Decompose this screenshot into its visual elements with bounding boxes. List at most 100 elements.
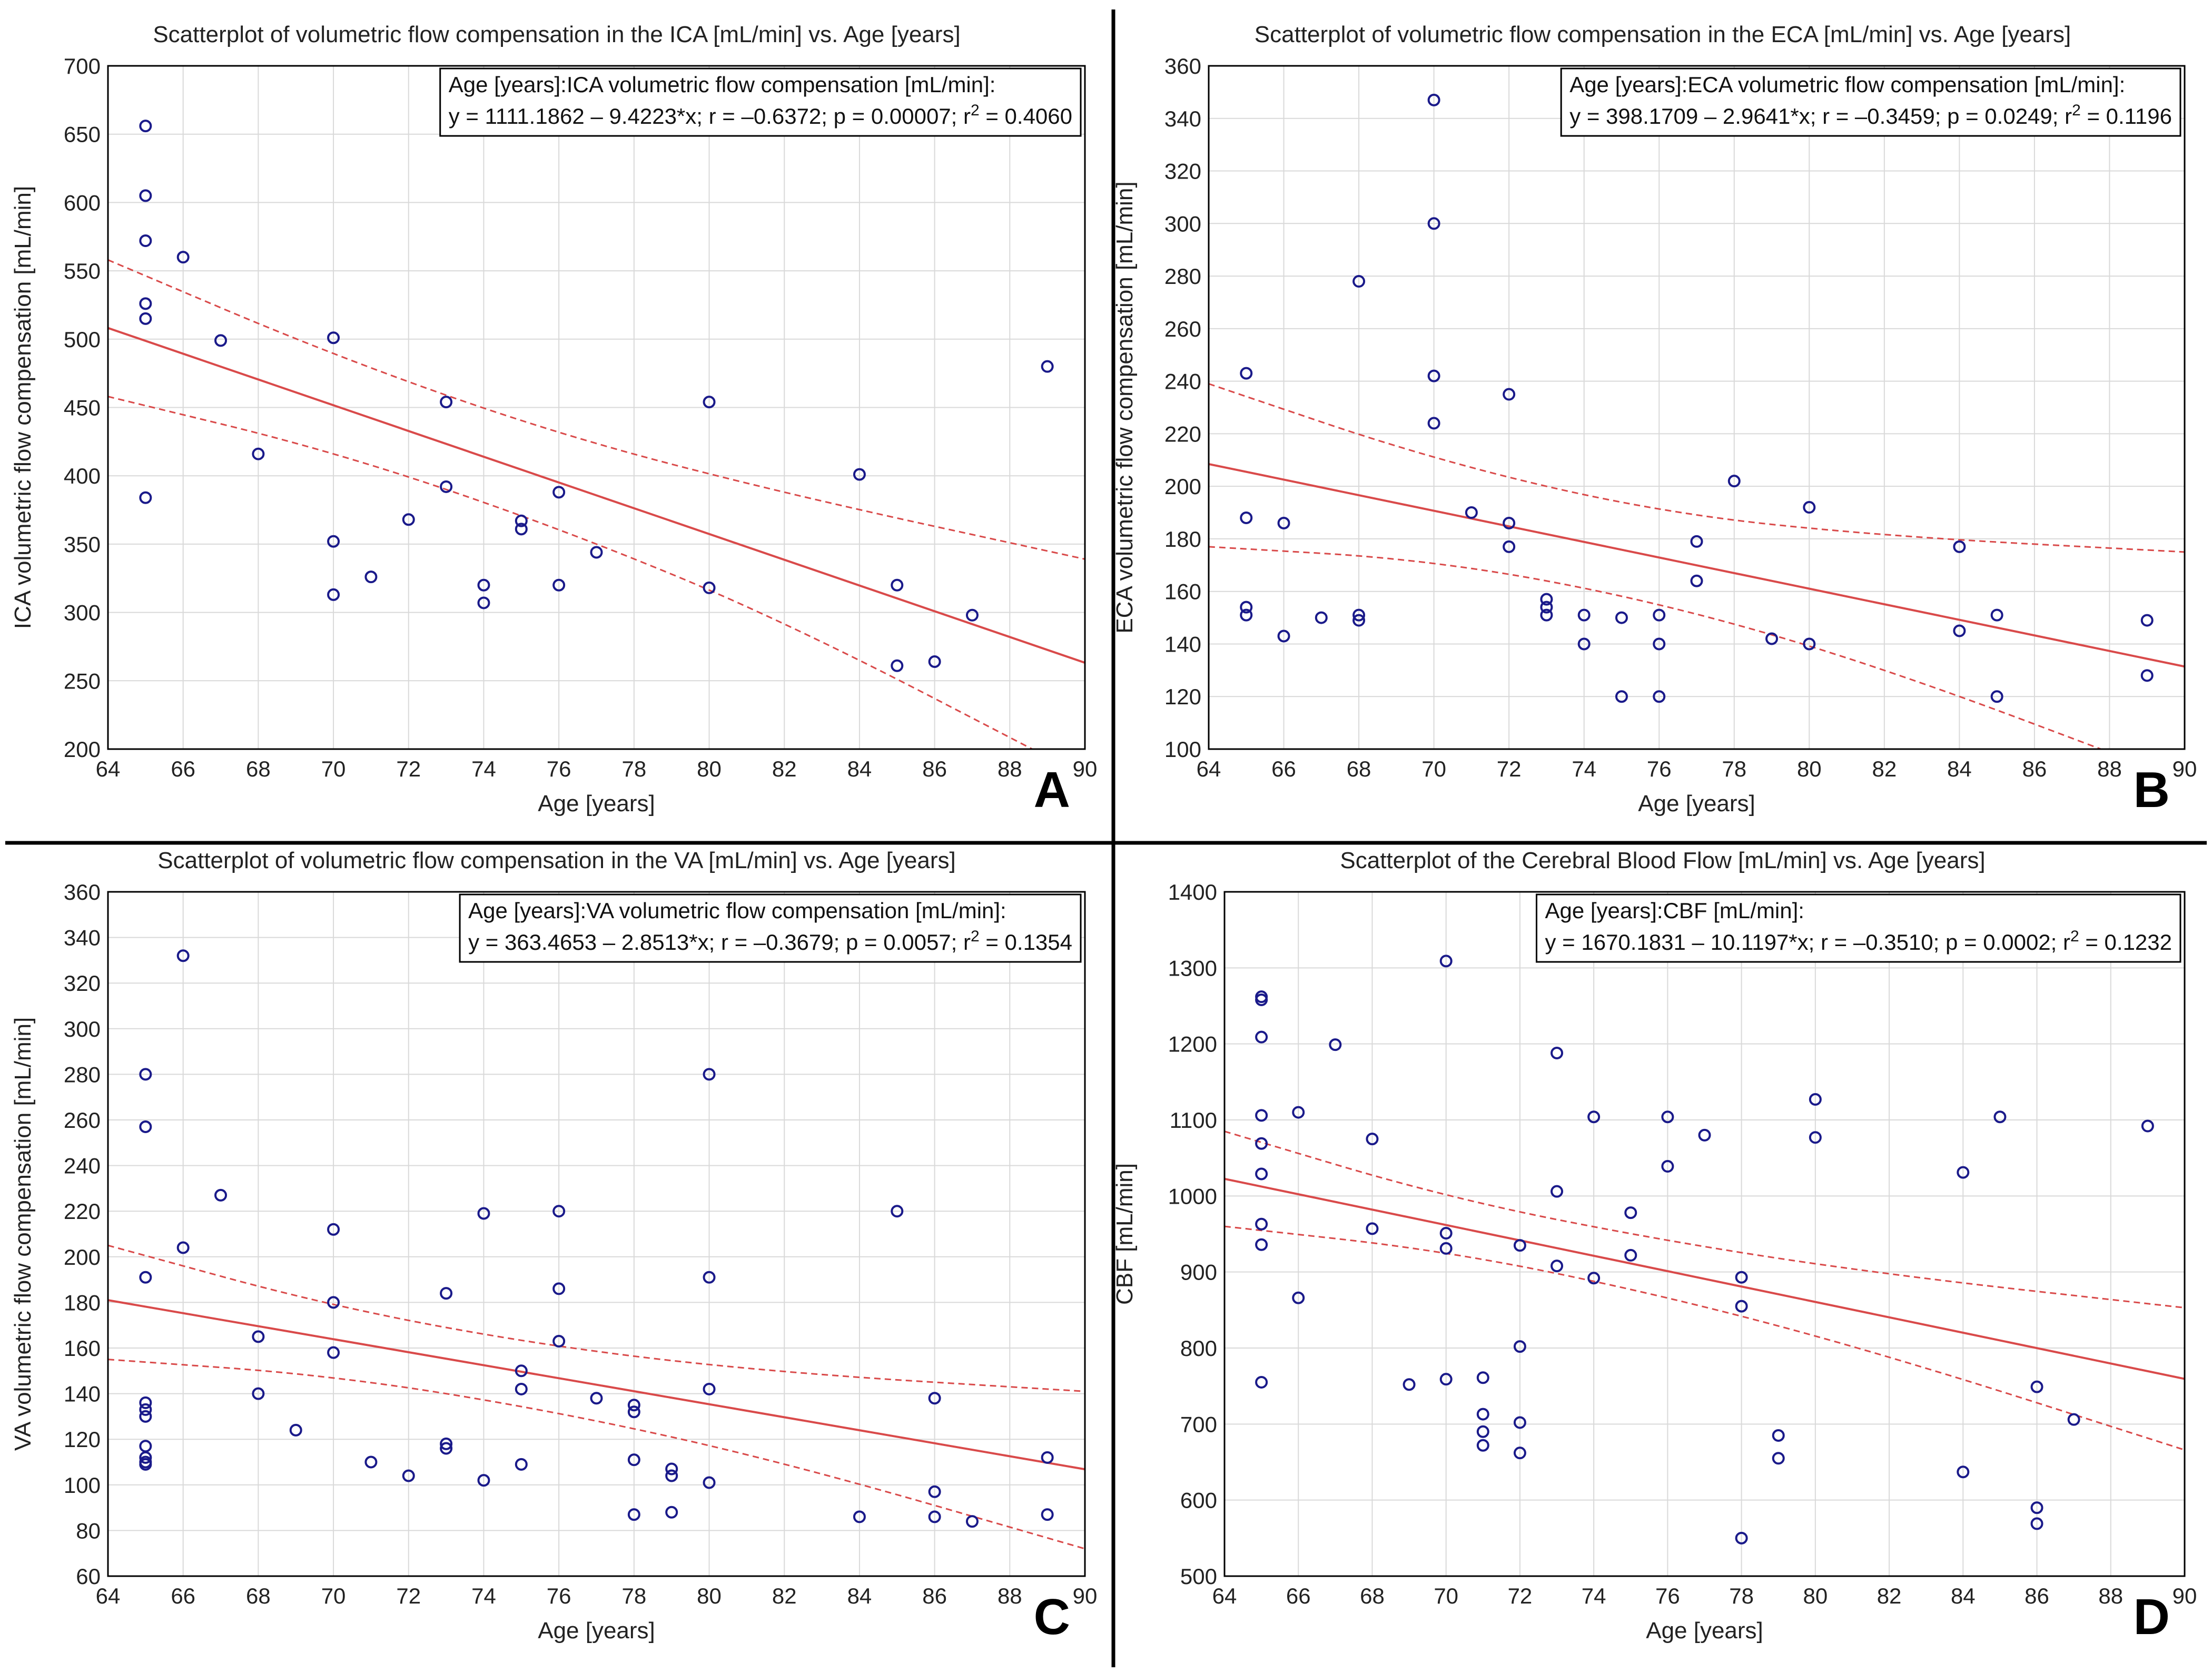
y-tick-label: 140	[64, 1382, 101, 1407]
x-tick-label: 64	[1212, 1584, 1237, 1608]
x-tick-label: 80	[697, 756, 722, 781]
y-tick-label: 200	[64, 737, 101, 762]
data-point	[1513, 1416, 1526, 1429]
data-point	[627, 1508, 640, 1521]
data-point	[1698, 1128, 1711, 1142]
data-point	[1255, 1109, 1268, 1122]
data-point	[1352, 608, 1366, 622]
data-point	[1990, 608, 2003, 622]
y-tick-label: 600	[1180, 1488, 1217, 1513]
x-tick-label: 74	[1582, 1584, 1606, 1608]
data-point	[440, 1442, 453, 1455]
y-tick-label: 120	[1164, 684, 1201, 709]
data-point	[139, 1403, 152, 1416]
annotation-r2-superscript: 2	[971, 928, 980, 945]
data-point	[627, 1453, 640, 1467]
y-tick-label: 180	[1164, 527, 1201, 552]
confidence-band-lower	[1209, 546, 2104, 749]
regression-line	[108, 327, 1085, 664]
x-tick-label: 66	[1271, 756, 1296, 781]
data-point	[2030, 1501, 2043, 1514]
x-tick-label: 70	[321, 756, 346, 781]
data-point	[1292, 1291, 1305, 1304]
data-point	[1439, 955, 1453, 968]
data-point	[1041, 360, 1054, 373]
data-point	[965, 1515, 979, 1528]
data-point	[627, 1399, 640, 1412]
data-point	[515, 1382, 528, 1395]
data-point	[139, 312, 152, 325]
data-point	[627, 1405, 640, 1419]
y-tick-label: 260	[1164, 317, 1201, 341]
data-point	[440, 396, 453, 409]
data-point	[364, 1455, 378, 1469]
data-point	[1624, 1206, 1637, 1219]
data-point	[928, 655, 941, 668]
y-tick-label: 1100	[1170, 1108, 1217, 1133]
data-point	[1476, 1439, 1489, 1452]
x-tick-label: 78	[1729, 1584, 1754, 1608]
data-point	[1041, 1451, 1054, 1464]
regression-annotation: Age [years]:VA volumetric flow compensat…	[459, 893, 1082, 963]
data-point	[440, 480, 453, 493]
panel-c: Scatterplot of volumetric flow compensat…	[10, 848, 1097, 1645]
data-point	[139, 1458, 152, 1471]
data-point	[139, 491, 152, 504]
data-point	[552, 1282, 566, 1295]
x-tick-label: 82	[1877, 1584, 1902, 1608]
annotation-r2-superscript: 2	[2070, 928, 2079, 945]
data-point	[552, 486, 566, 499]
regression-annotation: Age [years]:CBF [mL/min]: y = 1670.1831 –…	[1535, 893, 2181, 963]
x-tick-label: 76	[1655, 1584, 1680, 1608]
annotation-box	[459, 893, 1082, 963]
data-point	[1427, 93, 1440, 106]
x-tick-label: 90	[2172, 756, 2197, 781]
data-point	[1240, 367, 1253, 380]
plot-frame	[107, 65, 1086, 750]
y-tick-label: 60	[76, 1564, 101, 1589]
data-point	[703, 1382, 716, 1395]
data-point	[1255, 993, 1268, 1006]
x-tick-label: 90	[2172, 1584, 2197, 1608]
data-point	[440, 1437, 453, 1450]
y-tick-label: 240	[1164, 369, 1201, 394]
data-point	[703, 1271, 716, 1284]
plot-frame	[107, 891, 1086, 1577]
confidence-band-lower	[1224, 1225, 2185, 1451]
panel-b: Scatterplot of volumetric flow compensat…	[1112, 22, 2197, 818]
y-tick-label: 100	[1164, 737, 1201, 762]
panel-label: C	[1034, 1589, 1070, 1645]
data-point	[1653, 608, 1666, 622]
y-tick-label: 1000	[1168, 1184, 1217, 1208]
x-tick-label: 86	[922, 1584, 947, 1608]
x-tick-label: 72	[1508, 1584, 1533, 1608]
data-point	[1803, 637, 1816, 651]
annotation-r2-value: = 0.1354	[980, 930, 1072, 955]
y-tick-label: 260	[64, 1108, 101, 1133]
data-point	[1277, 516, 1290, 529]
x-tick-label: 76	[1647, 756, 1672, 781]
x-tick-label: 76	[547, 756, 571, 781]
x-axis-label: Age [years]	[1646, 1618, 1763, 1644]
data-point	[1990, 690, 2003, 703]
y-tick-label: 500	[64, 327, 101, 352]
data-point	[665, 1469, 678, 1482]
data-point	[1427, 369, 1440, 382]
data-point	[2067, 1413, 2080, 1426]
regression-line	[1224, 1177, 2185, 1380]
data-point	[1503, 516, 1516, 529]
data-point	[1953, 540, 1966, 553]
data-point	[477, 1474, 490, 1487]
data-points	[139, 120, 1054, 672]
x-tick-label: 80	[1797, 756, 1822, 781]
data-point	[327, 1346, 340, 1359]
data-point	[1653, 637, 1666, 651]
x-tick-label: 78	[1722, 756, 1746, 781]
x-tick-label: 82	[1872, 756, 1897, 781]
y-tick-label: 350	[64, 532, 101, 557]
y-tick-label: 340	[1164, 106, 1201, 131]
y-tick-label: 550	[64, 259, 101, 283]
x-tick-label: 86	[2022, 756, 2047, 781]
x-tick-label: 84	[847, 756, 872, 781]
data-point	[853, 1510, 866, 1523]
